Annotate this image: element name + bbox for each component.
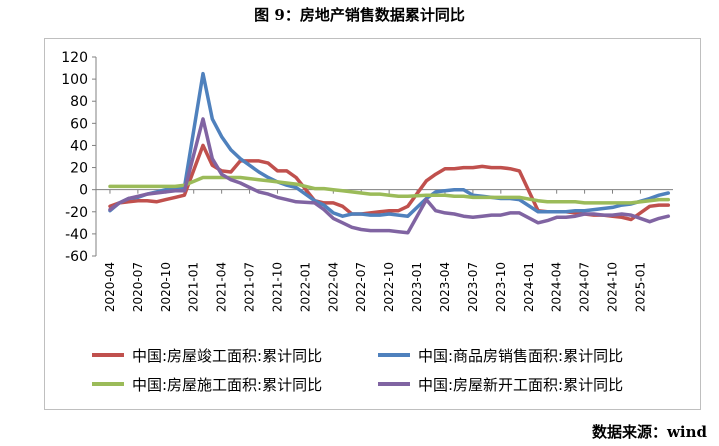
legend-label-4: 中国:房屋新开工面积:累计同比 (418, 376, 623, 394)
y-tick-label: 20 (70, 161, 88, 177)
x-tick-label: 2021-04 (215, 262, 229, 312)
x-tick-label: 2022-04 (326, 262, 340, 312)
x-tick-label: 2024-01 (522, 262, 536, 312)
series-line-2 (108, 71, 671, 218)
x-tick-label: 2022-07 (354, 262, 368, 312)
y-tick-label: -60 (65, 249, 88, 265)
x-tick-label: 2020-04 (103, 262, 117, 312)
legend-label-1: 中国:房屋竣工面积:累计同比 (132, 347, 322, 365)
chart-title: 图 9：房地产销售数据累计同比 (254, 6, 465, 24)
x-tick-label: 2020-10 (159, 262, 173, 312)
y-tick-label: -20 (65, 205, 88, 221)
y-tick-label: 0 (79, 183, 88, 199)
x-tick-label: 2025-01 (633, 262, 647, 312)
y-tick-label: 60 (70, 116, 88, 132)
series-line-1 (108, 143, 671, 222)
x-tick-label: 2023-01 (410, 262, 424, 312)
x-tick-label: 2020-07 (131, 262, 145, 312)
y-tick-label: 100 (61, 72, 88, 88)
y-tick-label: -40 (65, 227, 88, 243)
x-tick-label: 2021-10 (270, 262, 284, 312)
x-tick-label: 2021-07 (243, 262, 257, 312)
x-tick-label: 2023-10 (494, 262, 508, 312)
y-tick-label: 40 (70, 138, 88, 154)
x-tick-label: 2021-01 (187, 262, 201, 312)
x-tick-label: 2024-10 (606, 262, 620, 312)
chart-frame (44, 38, 701, 410)
y-tick-label: 120 (61, 50, 88, 66)
source-note: 数据来源：wind (591, 423, 707, 441)
legend-label-3: 中国:房屋施工面积:累计同比 (132, 376, 322, 394)
series-line-3 (108, 175, 671, 205)
x-tick-label: 2023-04 (438, 262, 452, 312)
x-tick-label: 2024-07 (578, 262, 592, 312)
x-tick-label: 2024-04 (550, 262, 564, 312)
y-tick-label: 80 (70, 94, 88, 110)
x-tick-label: 2022-01 (298, 262, 312, 312)
series-line-4 (108, 117, 671, 235)
x-tick-label: 2022-10 (382, 262, 396, 312)
legend-label-2: 中国:商品房销售面积:累计同比 (418, 347, 623, 365)
x-tick-label: 2023-07 (466, 262, 480, 312)
